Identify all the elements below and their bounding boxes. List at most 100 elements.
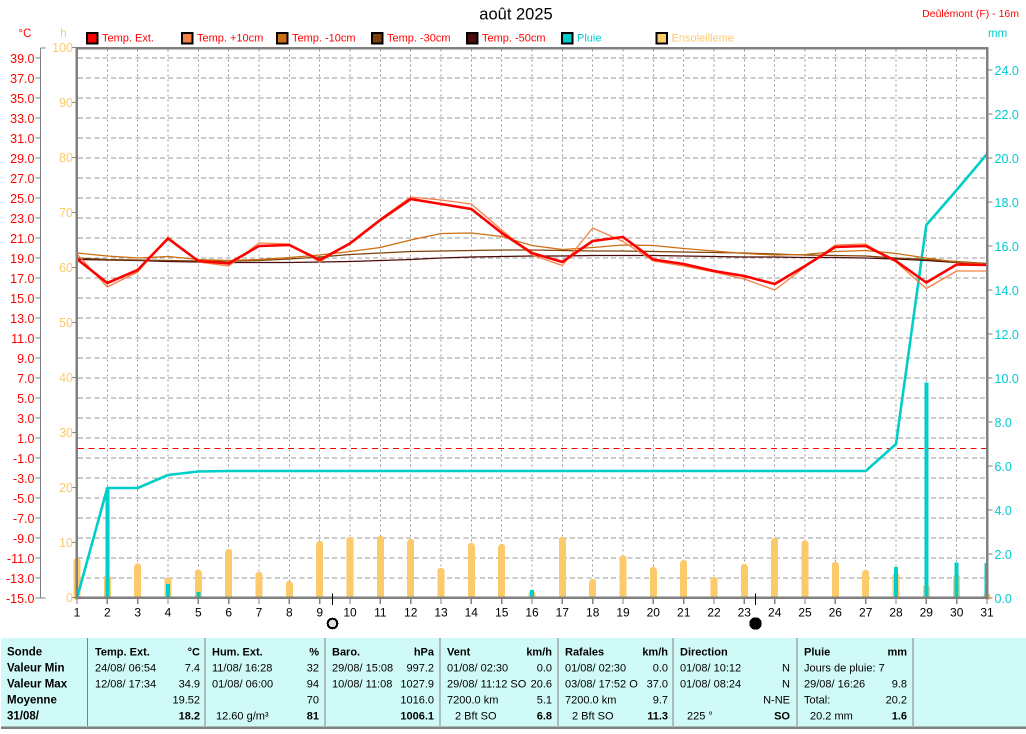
svg-text:7.4: 7.4 [185,663,200,675]
svg-text:37.0: 37.0 [10,72,34,86]
svg-text:1016.0: 1016.0 [400,695,434,707]
svg-text:50: 50 [59,316,73,330]
svg-text:Deûlémont (F) - 16m: Deûlémont (F) - 16m [922,8,1019,20]
svg-text:15: 15 [495,606,509,620]
svg-text:2 Bft SO: 2 Bft SO [455,711,497,723]
svg-text:29.0: 29.0 [10,152,34,166]
svg-text:8: 8 [286,606,293,620]
svg-text:27.0: 27.0 [10,172,34,186]
svg-text:-1.0: -1.0 [13,452,35,466]
svg-text:Rafales: Rafales [565,647,604,659]
svg-text:03/08/ 17:52 O: 03/08/ 17:52 O [565,679,638,691]
svg-text:16.0: 16.0 [995,240,1019,254]
svg-text:14: 14 [465,606,479,620]
svg-text:1.0: 1.0 [17,432,34,446]
svg-text:3: 3 [134,606,141,620]
svg-text:33.0: 33.0 [10,112,34,126]
svg-text:-7.0: -7.0 [13,512,35,526]
svg-text:17.0: 17.0 [10,272,34,286]
svg-text:Total:: Total: [804,695,830,707]
svg-text:11.0: 11.0 [11,332,34,346]
svg-text:7200.0 km: 7200.0 km [447,695,498,707]
svg-text:N-NE: N-NE [763,695,790,707]
svg-text:Temp. Ext.: Temp. Ext. [102,33,154,45]
svg-text:31/08/: 31/08/ [7,711,40,723]
svg-text:6: 6 [225,606,232,620]
svg-text:1.6: 1.6 [892,711,907,723]
svg-text:12.0: 12.0 [995,328,1019,342]
svg-text:hPa: hPa [414,647,435,659]
svg-text:-11.0: -11.0 [7,552,35,566]
svg-text:24/08/ 06:54: 24/08/ 06:54 [95,663,156,675]
svg-text:20: 20 [59,481,73,495]
svg-text:14.0: 14.0 [995,284,1019,298]
svg-text:11.3: 11.3 [647,711,668,723]
svg-text:18: 18 [586,606,600,620]
svg-text:35.0: 35.0 [10,92,34,106]
svg-text:20.6: 20.6 [531,679,552,691]
svg-text:h: h [60,28,66,40]
svg-text:20.2: 20.2 [886,695,907,707]
svg-text:Temp. Ext.: Temp. Ext. [95,647,150,659]
svg-text:11: 11 [374,606,387,620]
svg-text:Valeur Min: Valeur Min [7,663,65,675]
svg-text:0.0: 0.0 [537,663,552,675]
svg-text:19.52: 19.52 [172,695,200,707]
svg-text:81: 81 [307,711,319,723]
svg-text:12/08/ 17:34: 12/08/ 17:34 [95,679,156,691]
svg-text:31.0: 31.0 [10,132,34,146]
svg-text:23.0: 23.0 [10,212,34,226]
svg-text:22: 22 [707,606,721,620]
svg-text:25: 25 [798,606,812,620]
svg-text:6.8: 6.8 [537,711,552,723]
svg-text:20.2 mm: 20.2 mm [810,711,853,723]
svg-text:70: 70 [59,206,73,220]
svg-text:26: 26 [829,606,843,620]
svg-text:Pluie: Pluie [804,647,830,659]
svg-text:29/08/ 11:12 SO: 29/08/ 11:12 SO [447,679,527,691]
svg-text:Temp. -30cm: Temp. -30cm [387,33,451,45]
svg-text:29/08/ 15:08: 29/08/ 15:08 [332,663,393,675]
svg-text:Vent: Vent [447,647,471,659]
svg-text:mm: mm [887,647,907,659]
svg-text:80: 80 [59,151,73,165]
svg-text:27: 27 [859,606,873,620]
svg-text:9.7: 9.7 [653,695,668,707]
svg-text:25.0: 25.0 [10,192,34,206]
svg-text:11/08/ 16:28: 11/08/ 16:28 [212,663,272,675]
svg-text:2: 2 [104,606,111,620]
svg-text:21.0: 21.0 [10,232,34,246]
svg-text:01/08/ 08:24: 01/08/ 08:24 [680,679,741,691]
svg-text:12: 12 [404,606,418,620]
svg-text:2 Bft SO: 2 Bft SO [572,711,614,723]
svg-text:km/h: km/h [526,647,552,659]
svg-text:Ensoleilleme: Ensoleilleme [672,33,734,45]
svg-text:23: 23 [738,606,752,620]
svg-text:13.0: 13.0 [10,312,34,326]
svg-text:18.2: 18.2 [179,711,200,723]
svg-text:20: 20 [647,606,661,620]
svg-text:225 °: 225 ° [687,711,713,723]
svg-text:37.0: 37.0 [647,679,668,691]
svg-text:34.9: 34.9 [179,679,200,691]
svg-text:Baro.: Baro. [332,647,360,659]
svg-text:20.0: 20.0 [995,152,1019,166]
svg-text:-9.0: -9.0 [13,532,35,546]
svg-text:60: 60 [59,261,73,275]
svg-text:24: 24 [768,606,782,620]
svg-text:août 2025: août 2025 [479,6,552,24]
svg-text:10/08/ 11:08: 10/08/ 11:08 [332,679,392,691]
svg-text:5.1: 5.1 [537,695,552,707]
svg-text:-15.0: -15.0 [6,592,35,606]
svg-text:N: N [782,663,790,675]
svg-text:%: % [309,647,319,659]
svg-text:6.0: 6.0 [995,460,1012,474]
svg-text:Pluie: Pluie [577,33,601,45]
svg-text:28: 28 [889,606,903,620]
svg-text:70: 70 [307,695,319,707]
svg-text:Direction: Direction [680,647,728,659]
svg-text:Moyenne: Moyenne [7,695,57,707]
svg-text:Temp. -10cm: Temp. -10cm [292,33,356,45]
svg-text:1006.1: 1006.1 [400,711,434,723]
svg-text:7200.0 km: 7200.0 km [565,695,616,707]
